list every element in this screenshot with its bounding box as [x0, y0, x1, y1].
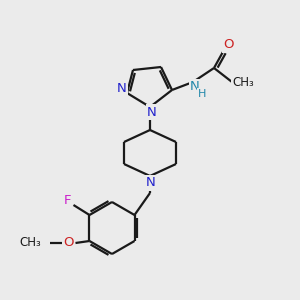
- Text: H: H: [198, 89, 206, 99]
- Text: N: N: [190, 80, 200, 94]
- Text: F: F: [64, 194, 71, 208]
- Text: N: N: [147, 106, 157, 118]
- Text: CH₃: CH₃: [20, 236, 41, 250]
- Text: N: N: [117, 82, 127, 94]
- Text: CH₃: CH₃: [232, 76, 254, 88]
- Text: O: O: [223, 38, 233, 52]
- Text: O: O: [63, 236, 74, 250]
- Text: N: N: [146, 176, 156, 190]
